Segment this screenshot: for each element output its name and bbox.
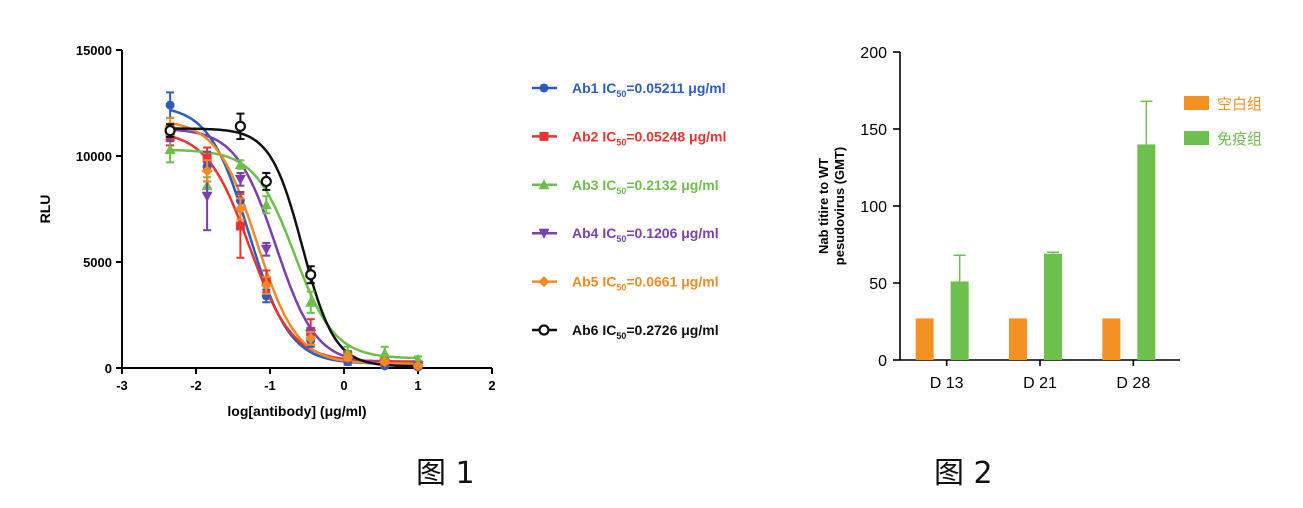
legend-marker-ab4 — [538, 228, 550, 239]
y-tick-label: 0 — [105, 361, 112, 376]
legend-ic50-value: =0.05248 μg/ml — [626, 128, 726, 144]
x-tick-label: -1 — [264, 378, 276, 393]
data-point-ab2 — [202, 153, 212, 163]
x-tick-label: -3 — [116, 378, 128, 393]
dose-response-points — [164, 91, 424, 372]
titer-axes: 0 50 100 150 200 Nab titire to WT pesudovirus … — [816, 45, 1180, 392]
legend-name: Ab3 IC — [572, 177, 616, 193]
x-tick-label: -2 — [190, 378, 202, 393]
legend-subscript: 50 — [616, 331, 626, 341]
legend-marker-ab3 — [538, 179, 550, 190]
y-tick-label: 150 — [860, 122, 887, 139]
legend-subscript: 50 — [616, 89, 626, 99]
legend-swatch-immunized — [1184, 131, 1209, 145]
legend-ic50-value: =0.05211 μg/ml — [626, 80, 725, 96]
legend-marker-ab6 — [538, 324, 550, 336]
data-point-ab6 — [164, 124, 176, 137]
y-axis-title: RLU — [37, 195, 53, 224]
legend-label-ab6: Ab6 IC50=0.2726 μg/ml — [572, 322, 719, 341]
x-axis-title: log[antibody] (μg/ml) — [227, 403, 366, 419]
legend-marker-ab2 — [539, 131, 549, 141]
y-tick-label: 200 — [860, 45, 887, 62]
dose-response-chart: -3 -2 -1 0 1 2 0 5000 10000 15000 log[antibody] (μ… — [37, 43, 726, 419]
bar-control — [915, 318, 934, 360]
data-point-ab4 — [234, 174, 246, 185]
legend-subscript: 50 — [616, 283, 626, 293]
data-point-ab1 — [165, 100, 175, 110]
y-tick-label: 5000 — [83, 255, 112, 270]
legend-label-immunized: 免疫组 — [1217, 131, 1262, 148]
titer-bar-chart: 0 50 100 150 200 Nab titire to WT pesudovirus … — [816, 45, 1262, 392]
data-point-ab3 — [305, 296, 317, 307]
data-point-ab6 — [260, 175, 272, 188]
dose-response-curves — [169, 108, 419, 368]
bar-control — [1102, 318, 1121, 360]
legend-label-control: 空白组 — [1217, 96, 1262, 113]
data-point-ab5 — [305, 332, 317, 344]
x-tick-label: 2 — [488, 378, 495, 393]
legend-label-ab4: Ab4 IC50=0.1206 μg/ml — [572, 225, 719, 244]
y-axis-title-line1: Nab titire to WT — [816, 158, 831, 254]
legend-ic50-value: =0.1206 μg/ml — [626, 225, 718, 241]
data-point-ab5 — [201, 165, 213, 177]
legend-ic50-value: =0.2132 μg/ml — [626, 177, 718, 193]
data-point-ab5 — [234, 203, 246, 215]
legend-label-ab1: Ab1 IC50=0.05211 μg/ml — [572, 80, 726, 99]
legend-swatch-control — [1184, 96, 1209, 110]
data-point-ab5 — [379, 356, 391, 368]
legend-name: Ab5 IC — [572, 274, 616, 290]
x-tick-label: D 13 — [930, 375, 964, 392]
data-point-ab3 — [260, 199, 272, 210]
data-point-ab3 — [164, 144, 176, 155]
y-tick-label: 100 — [860, 199, 887, 216]
legend-ic50-value: =0.2726 μg/ml — [626, 322, 718, 338]
legend-name: Ab1 IC — [572, 80, 616, 96]
bar-immunized — [1044, 253, 1062, 360]
dose-response-axes: -3 -2 -1 0 1 2 0 5000 10000 15000 log[antibody] (μ… — [37, 43, 496, 419]
figure-1-caption: 图 1 — [416, 456, 475, 491]
legend-marker-ab1 — [539, 83, 549, 93]
legend-label-ab3: Ab3 IC50=0.2132 μg/ml — [572, 177, 719, 196]
bar-immunized — [1137, 144, 1156, 360]
x-tick-label: 1 — [414, 378, 421, 393]
y-axis-title-line2: pesudovirus (GMT) — [832, 147, 847, 265]
y-tick-label: 15000 — [76, 43, 112, 58]
fit-curve-ab3 — [170, 148, 418, 360]
data-point-ab3 — [379, 347, 391, 358]
legend-name: Ab4 IC — [572, 225, 616, 241]
legend-subscript: 50 — [616, 234, 626, 244]
legend-subscript: 50 — [616, 137, 626, 147]
legend-ic50-value: =0.0661 μg/ml — [626, 274, 718, 290]
data-point-ab4 — [201, 191, 213, 202]
data-point-ab6 — [305, 269, 317, 281]
data-point-ab5 — [412, 360, 424, 372]
y-tick-label: 50 — [869, 276, 887, 293]
y-tick-label: 0 — [878, 353, 887, 370]
data-point-ab2 — [235, 221, 245, 231]
x-tick-label: 0 — [340, 378, 347, 393]
data-point-ab3 — [234, 158, 246, 169]
bar-control — [1009, 318, 1027, 360]
legend-name: Ab2 IC — [572, 128, 616, 144]
bar-immunized — [950, 281, 969, 360]
legend-subscript: 50 — [616, 186, 626, 196]
data-point-ab5 — [342, 351, 354, 363]
y-tick-label: 10000 — [76, 149, 112, 164]
data-point-ab6 — [234, 120, 246, 132]
legend-marker-ab5 — [538, 276, 550, 288]
data-point-ab5 — [260, 279, 272, 291]
x-tick-label: D 21 — [1023, 375, 1057, 392]
legend-label-ab2: Ab2 IC50=0.05248 μg/ml — [572, 128, 726, 147]
fit-curve-ab6 — [170, 127, 418, 368]
figure-2-caption: 图 2 — [934, 456, 993, 491]
data-point-ab4 — [260, 244, 272, 255]
titer-bars — [915, 100, 1156, 360]
x-tick-label: D 28 — [1116, 375, 1150, 392]
legend-name: Ab6 IC — [572, 322, 616, 338]
legend-label-ab5: Ab5 IC50=0.0661 μg/ml — [572, 274, 719, 293]
